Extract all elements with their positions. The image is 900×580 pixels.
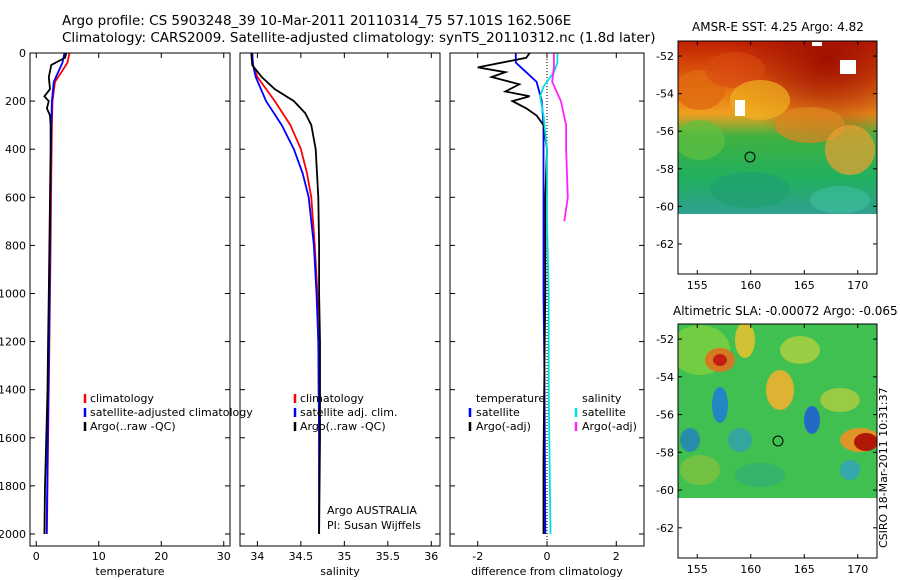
y-tick-label: 600 bbox=[5, 191, 26, 204]
argo-position-marker bbox=[744, 151, 756, 163]
series-argo---raw--qc- bbox=[43, 52, 68, 535]
x-tick-label: 20 bbox=[154, 550, 168, 563]
legend-entry: satellite bbox=[582, 406, 626, 419]
map-frame bbox=[677, 40, 878, 275]
argo-position-marker-sla bbox=[772, 435, 784, 447]
sst-map bbox=[678, 41, 877, 214]
map-x-tick-label: 160 bbox=[740, 563, 761, 576]
x-tick-label: 10 bbox=[92, 550, 106, 563]
series-climatology bbox=[251, 52, 321, 534]
x-tick-label: 36 bbox=[424, 550, 438, 563]
series-satellite bbox=[539, 53, 559, 535]
legend-entry: Argo(-adj) bbox=[582, 420, 637, 433]
plot-frame bbox=[239, 52, 441, 547]
map-x-tick-label: 160 bbox=[740, 279, 761, 292]
x-tick-label: 34.5 bbox=[289, 550, 314, 563]
x-axis-label: temperature bbox=[95, 565, 164, 578]
plot-frame bbox=[29, 52, 231, 547]
x-axis-label: salinity bbox=[320, 565, 360, 578]
x-tick-label: 35 bbox=[337, 550, 351, 563]
series-satellite-adj--clim- bbox=[251, 52, 321, 534]
map-axes-1: 155 160 165 170 -52 -54 -56 -58 -60 -62 bbox=[656, 323, 878, 576]
map-y-tick-label: -52 bbox=[656, 333, 674, 346]
y-tick-label: 2000 bbox=[0, 528, 26, 541]
y-tick-label: 800 bbox=[5, 239, 26, 252]
y-tick-label: 1800 bbox=[0, 480, 26, 493]
y-tick-label: 1600 bbox=[0, 432, 26, 445]
map-x-tick-label: 170 bbox=[847, 279, 868, 292]
map-axes-0: 155 160 165 170 -52 -54 -56 -58 -60 -62 bbox=[656, 40, 878, 292]
map-x-tick-label: 155 bbox=[687, 563, 708, 576]
series-argo--adj- bbox=[551, 53, 569, 222]
legend-entry: climatology bbox=[300, 392, 364, 405]
annotation-line: PI: Susan Wijffels bbox=[327, 519, 421, 532]
y-tick-label: 400 bbox=[5, 143, 26, 156]
x-axis-label: difference from climatology bbox=[471, 565, 623, 578]
map-y-tick-label: -56 bbox=[656, 409, 674, 422]
map-y-tick-label: -60 bbox=[656, 484, 674, 497]
map-y-tick-label: -62 bbox=[656, 522, 674, 535]
y-tick-label: 0 bbox=[19, 47, 26, 60]
legend-entry: Argo(-adj) bbox=[476, 420, 531, 433]
sla-map bbox=[678, 324, 877, 498]
map-y-tick-label: -54 bbox=[656, 371, 674, 384]
legend-entry: satellite-adjusted climatology bbox=[90, 406, 253, 419]
figure-title-line1: Argo profile: CS 5903248_39 10-Mar-2011 … bbox=[62, 13, 572, 29]
y-tick-label: 1000 bbox=[0, 287, 26, 300]
map-y-tick-label: -52 bbox=[656, 50, 674, 63]
legend-entry: Argo(..raw -QC) bbox=[90, 420, 176, 433]
y-tick-label: 1200 bbox=[0, 336, 26, 349]
series-satellite bbox=[514, 53, 547, 535]
sst-map-title: AMSR-E SST: 4.25 Argo: 4.82 bbox=[692, 20, 864, 34]
legend-entry: satellite bbox=[476, 406, 520, 419]
sla-map-title: Altimetric SLA: -0.00072 Argo: -0.065 bbox=[673, 304, 898, 318]
map-y-tick-label: -58 bbox=[656, 446, 674, 459]
map-y-tick-label: -58 bbox=[656, 163, 674, 176]
map-y-tick-label: -56 bbox=[656, 125, 674, 138]
chart-panel-0: 0 10 20 30 0 200 400 600 800 1000 1200 1400 1600 1800… bbox=[0, 47, 253, 578]
x-tick-label: 34 bbox=[250, 550, 264, 563]
x-tick-label: 0 bbox=[33, 550, 40, 563]
series-argo---raw--qc- bbox=[250, 52, 321, 535]
map-x-tick-label: 155 bbox=[687, 279, 708, 292]
x-tick-label: 30 bbox=[217, 550, 231, 563]
map-x-tick-label: 170 bbox=[847, 563, 868, 576]
annotation-line: Argo AUSTRALIA bbox=[327, 504, 417, 517]
chart-panel-2: -2 0 2 difference from climatology temperatu… bbox=[449, 52, 645, 578]
plot-frame bbox=[449, 52, 645, 547]
map-x-tick-label: 165 bbox=[794, 563, 815, 576]
legend-entry: Argo(..raw -QC) bbox=[300, 420, 386, 433]
series-argo--adj- bbox=[477, 52, 548, 534]
credit-label: CSIRO 18-Mar-2011 10:31:37 bbox=[877, 387, 890, 548]
x-tick-label: 35.5 bbox=[376, 550, 401, 563]
y-tick-label: 200 bbox=[5, 95, 26, 108]
legend-entry: salinity bbox=[582, 392, 622, 405]
chart-panel-1: 34 34.5 35 35.5 36 salinity climatologysatelli… bbox=[239, 52, 441, 578]
x-tick-label: -2 bbox=[472, 550, 483, 563]
figure-title-line2: Climatology: CARS2009. Satellite-adjuste… bbox=[62, 30, 656, 46]
y-tick-label: 1400 bbox=[0, 384, 26, 397]
legend-entry: satellite adj. clim. bbox=[300, 406, 397, 419]
map-frame bbox=[677, 323, 878, 559]
map-y-tick-label: -60 bbox=[656, 200, 674, 213]
map-x-tick-label: 165 bbox=[794, 279, 815, 292]
map-y-tick-label: -62 bbox=[656, 238, 674, 251]
legend-entry: climatology bbox=[90, 392, 154, 405]
x-tick-label: 0 bbox=[544, 550, 551, 563]
map-y-tick-label: -54 bbox=[656, 88, 674, 101]
x-tick-label: 2 bbox=[613, 550, 620, 563]
legend-entry: temperature bbox=[476, 392, 545, 405]
